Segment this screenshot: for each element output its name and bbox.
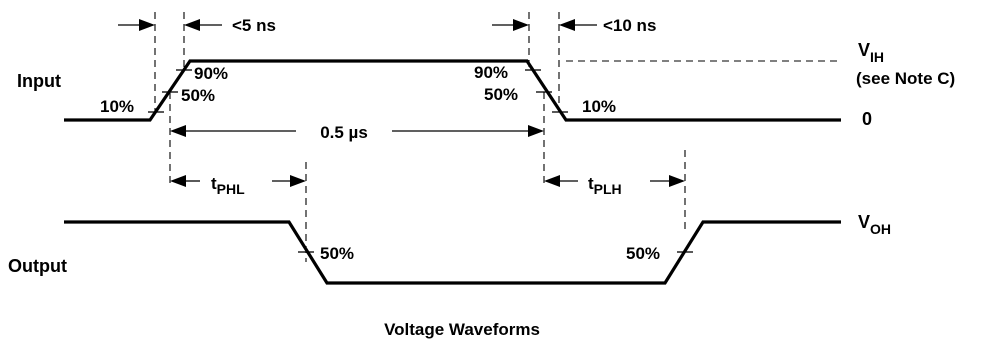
rise-time-label: <5 ns — [232, 16, 276, 35]
vih-label: VIH — [858, 40, 884, 65]
rise-time-right-arrow — [184, 19, 200, 31]
input-rise-50-label: 50% — [181, 86, 215, 105]
input-fall-90-label: 90% — [474, 63, 508, 82]
tplh-right-arrow — [669, 175, 685, 187]
voh-label: VOH — [858, 212, 891, 237]
pulse-width-right-arrow — [528, 125, 544, 137]
tphl-left-arrow — [170, 175, 186, 187]
input-rise-90-label: 90% — [194, 64, 228, 83]
fall-time-left-arrow — [513, 19, 529, 31]
output-waveform — [64, 220, 841, 285]
fall-time-label: <10 ns — [603, 16, 656, 35]
output-label: Output — [8, 256, 67, 276]
zero-level-label: 0 — [862, 109, 872, 129]
output-rise-50-label: 50% — [626, 244, 660, 263]
input-rise-10-label: 10% — [100, 97, 134, 116]
rise-time-left-arrow — [139, 19, 155, 31]
tplh-label: tPLH — [588, 174, 622, 197]
vih-note-label: (see Note C) — [856, 69, 955, 88]
pulse-width-left-arrow — [170, 125, 186, 137]
input-waveform — [64, 59, 841, 122]
output-fall-50-label: 50% — [320, 244, 354, 263]
tplh-left-arrow — [544, 175, 560, 187]
tphl-label: tPHL — [211, 174, 245, 197]
caption: Voltage Waveforms — [384, 320, 540, 339]
input-fall-50-label: 50% — [484, 85, 518, 104]
input-label: Input — [17, 71, 61, 91]
fall-time-right-arrow — [559, 19, 575, 31]
input-fall-10-label: 10% — [582, 97, 616, 116]
pulse-width-label: 0.5 µs — [320, 123, 368, 142]
tphl-right-arrow — [290, 175, 306, 187]
